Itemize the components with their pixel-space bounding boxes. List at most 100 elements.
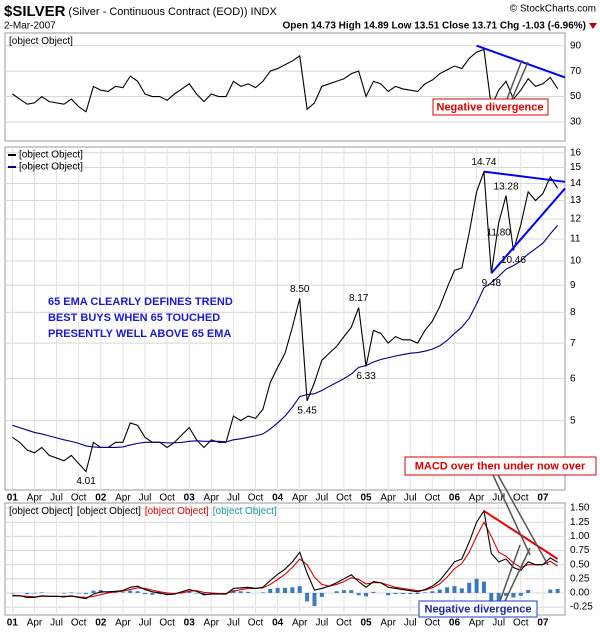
histogram-bar <box>275 587 280 593</box>
histogram-bar <box>61 592 66 594</box>
pointer <box>504 547 531 602</box>
x-tick-label: 06 <box>449 493 461 504</box>
y-tick-label: -0.25 <box>570 602 593 613</box>
copyright: © StockCharts.com <box>510 4 596 15</box>
histogram-bar <box>157 592 162 595</box>
histogram-bar <box>187 591 192 593</box>
y-tick-label: 50 <box>570 91 582 102</box>
plot-layer: 30 50 70 90 [object Object] 5 6 7 8 9 10 11 12 13 14 15… <box>4 32 593 629</box>
x-tick-label: 07 <box>537 493 549 504</box>
x-tick-label: Oct <box>513 493 529 504</box>
histogram-bar <box>194 592 199 594</box>
y-tick-label: 1.25 <box>570 517 590 528</box>
y-tick-label: 70 <box>570 66 582 77</box>
histogram-bar <box>393 592 398 595</box>
histogram-bar <box>504 592 509 596</box>
x-tick-label: Oct <box>425 618 441 629</box>
y-tick-label: 14 <box>570 178 582 189</box>
x-tick-label: Jul <box>227 493 240 504</box>
x-tick-label: Apr <box>469 618 485 629</box>
trend-note: 65 EMA CLEARLY DEFINES TREND <box>48 296 233 308</box>
x-tick-label: 01 <box>7 618 19 629</box>
x-tick-label: Jul <box>50 493 63 504</box>
histogram-bar <box>209 592 214 595</box>
histogram-bar <box>371 591 376 593</box>
y-tick-label: 0.25 <box>570 573 590 584</box>
y-tick-label: 0.50 <box>570 559 590 570</box>
y-tick-label: 15 <box>570 162 582 173</box>
histogram-bar <box>312 592 317 606</box>
x-tick-label: Apr <box>115 493 131 504</box>
histogram-bar <box>408 592 413 595</box>
histogram-bar <box>76 592 81 594</box>
legend-entry: [object Object] <box>9 506 73 517</box>
x-tick-label: Jul <box>404 618 417 629</box>
histogram-bar <box>150 592 155 595</box>
y-tick-label: 10 <box>570 256 582 267</box>
price-label: 10.46 <box>501 255 526 266</box>
histogram-bar <box>39 592 44 593</box>
histogram-bar <box>290 587 295 593</box>
histogram-bar <box>481 581 486 593</box>
symbol: $SILVER <box>4 3 66 20</box>
x-tick-label: Jul <box>139 493 152 504</box>
y-tick-label: 11 <box>570 234 581 245</box>
histogram-bar <box>467 582 472 593</box>
histogram-bar <box>437 589 442 593</box>
x-tick-label: Jul <box>139 618 152 629</box>
series-line <box>12 225 559 449</box>
price-label: 13.28 <box>494 181 519 192</box>
trendline <box>490 187 566 274</box>
histogram-bar <box>69 592 74 593</box>
histogram-bar <box>400 592 405 595</box>
x-tick-label: Oct <box>159 493 175 504</box>
histogram-bar <box>474 578 479 593</box>
histogram-bar <box>143 592 147 595</box>
y-tick-label: 13 <box>570 195 582 206</box>
legend-entry: [object Object] <box>77 506 141 517</box>
histogram-bar <box>260 592 265 593</box>
x-tick-label: 03 <box>184 618 196 629</box>
histogram-bar <box>430 591 435 593</box>
x-tick-label: 02 <box>95 618 107 629</box>
histogram-bar <box>297 586 302 593</box>
x-tick-label: 03 <box>184 493 196 504</box>
histogram-bar <box>459 588 464 593</box>
x-tick-label: Apr <box>380 493 396 504</box>
price-label: 4.01 <box>76 476 96 487</box>
x-tick-label: Apr <box>27 493 43 504</box>
chart-header: $SILVER (Silver - Continuous Contract (EO… <box>4 3 277 20</box>
x-tick-label: 06 <box>449 618 461 629</box>
x-tick-label: 02 <box>95 493 107 504</box>
histogram-bar <box>415 592 420 595</box>
histogram-bar <box>268 588 273 593</box>
x-tick-label: 05 <box>360 618 372 629</box>
x-tick-label: Oct <box>336 618 352 629</box>
histogram-bar <box>496 592 501 603</box>
legend-entry: [object Object] <box>213 506 277 517</box>
histogram-bar <box>25 592 30 595</box>
price-label: 8.17 <box>349 293 369 304</box>
x-tick-label: Apr <box>292 493 308 504</box>
legend-entry: [object Object] <box>19 150 83 161</box>
x-tick-label: Oct <box>248 618 264 629</box>
legend-entry: [object Object] <box>9 36 73 47</box>
legend-entry: [object Object] <box>145 506 209 517</box>
x-tick-label: Jul <box>404 493 417 504</box>
histogram-bar <box>511 592 516 598</box>
x-tick-label: Oct <box>71 493 87 504</box>
macd-divergence-note: Negative divergence <box>425 603 532 615</box>
histogram-bar <box>364 592 369 597</box>
series-line <box>12 48 559 113</box>
legend-entry: [object Object] <box>19 162 83 173</box>
note-box <box>432 98 549 116</box>
histogram-bar <box>341 590 346 593</box>
histogram-bar <box>238 591 243 593</box>
histogram-bar <box>452 586 457 593</box>
y-tick-label: 30 <box>570 117 582 128</box>
panel-frame <box>4 502 566 616</box>
histogram-bar <box>423 592 427 593</box>
panel-frame <box>4 32 566 142</box>
legend: [object Object] <box>9 36 73 47</box>
